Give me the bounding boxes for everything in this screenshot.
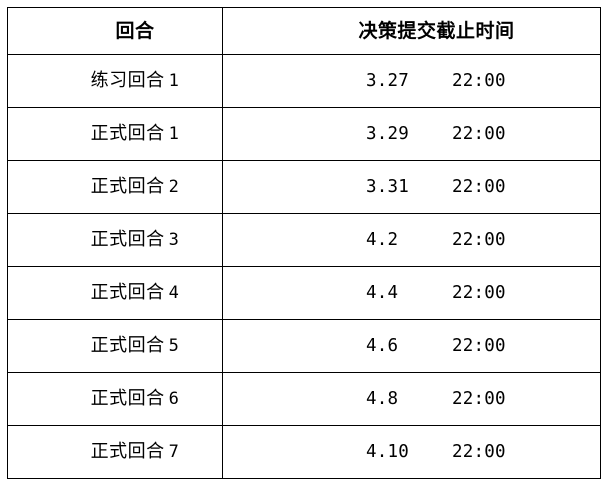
round-cell-content: 正式回合 7 [8,426,222,478]
table-row: 正式回合 6 4.8 22:00 [7,372,601,426]
deadline-cell: 4.4 22:00 [222,266,601,320]
deadline-date: 4.2 [366,229,399,250]
deadline-time: 22:00 [452,335,506,356]
column-header-round-label: 回合 [115,20,155,42]
deadline-cell: 4.10 22:00 [222,425,601,479]
round-cell: 正式回合 2 [7,160,223,214]
table-row: 正式回合 3 4.2 22:00 [7,213,601,267]
round-cell-content: 正式回合 3 [8,214,222,266]
deadline-cell-content: 3.31 22:00 [223,162,600,213]
deadline-cell-content: 4.6 22:00 [223,321,600,372]
deadline-cell: 4.6 22:00 [222,319,601,373]
round-cell-content: 正式回合 5 [8,320,222,372]
deadline-time: 22:00 [452,441,506,462]
table-header-row: 回合 决策提交截止时间 [7,7,601,55]
round-cell: 正式回合 5 [7,319,223,373]
table-body: 练习回合 1 3.27 22:00 正式回合 1 3.29 22:00 正式回合 2 [7,54,601,479]
deadline-cell: 4.8 22:00 [222,372,601,426]
round-label: 正式回合 [90,282,165,303]
deadline-cell: 3.27 22:00 [222,54,601,108]
round-cell: 正式回合 7 [7,425,223,479]
table-row: 正式回合 1 3.29 22:00 [7,107,601,161]
column-header-deadline-label: 决策提交截止时间 [358,20,515,42]
round-label: 正式回合 [90,335,165,356]
round-cell-content: 正式回合 2 [8,161,222,213]
round-label: 正式回合 [90,176,165,197]
column-header-round: 回合 [7,7,223,55]
deadline-date: 4.8 [366,388,399,409]
deadline-cell-content: 4.10 22:00 [223,427,600,478]
round-schedule-table: 回合 决策提交截止时间 练习回合 1 3.27 22:00 正式回合 1 [7,7,601,479]
deadline-date: 3.29 [366,123,409,144]
round-cell-content: 练习回合 1 [8,55,222,107]
table-row: 正式回合 5 4.6 22:00 [7,319,601,373]
deadline-cell-content: 3.29 22:00 [223,109,600,160]
round-cell-content: 正式回合 6 [8,373,222,425]
round-cell: 正式回合 4 [7,266,223,320]
column-header-deadline: 决策提交截止时间 [222,7,601,55]
round-index: 6 [168,389,180,409]
deadline-date: 4.10 [366,441,409,462]
round-index: 5 [168,336,180,356]
round-cell: 练习回合 1 [7,54,223,108]
round-cell: 正式回合 1 [7,107,223,161]
round-index: 2 [168,177,180,197]
round-index: 1 [168,71,180,91]
deadline-time: 22:00 [452,70,506,91]
round-cell-content: 正式回合 1 [8,108,222,160]
round-index: 4 [168,283,180,303]
round-cell: 正式回合 6 [7,372,223,426]
table-row: 正式回合 2 3.31 22:00 [7,160,601,214]
round-label: 正式回合 [90,123,165,144]
table-row: 正式回合 4 4.4 22:00 [7,266,601,320]
round-cell: 正式回合 3 [7,213,223,267]
round-cell-content: 正式回合 4 [8,267,222,319]
round-index: 3 [168,230,180,250]
round-label: 正式回合 [90,229,165,250]
round-label: 正式回合 [90,388,165,409]
deadline-cell-content: 3.27 22:00 [223,56,600,107]
round-index: 7 [168,442,180,462]
deadline-date: 4.6 [366,335,399,356]
deadline-cell-content: 4.4 22:00 [223,268,600,319]
deadline-time: 22:00 [452,229,506,250]
round-label: 练习回合 [90,70,165,91]
round-label: 正式回合 [90,441,165,462]
deadline-date: 3.31 [366,176,409,197]
deadline-cell-content: 4.8 22:00 [223,374,600,425]
deadline-cell: 4.2 22:00 [222,213,601,267]
deadline-date: 4.4 [366,282,399,303]
deadline-cell: 3.29 22:00 [222,107,601,161]
round-index: 1 [168,124,180,144]
table-row: 练习回合 1 3.27 22:00 [7,54,601,108]
deadline-date: 3.27 [366,70,409,91]
deadline-time: 22:00 [452,282,506,303]
deadline-cell: 3.31 22:00 [222,160,601,214]
deadline-time: 22:00 [452,388,506,409]
deadline-cell-content: 4.2 22:00 [223,215,600,266]
table-row: 正式回合 7 4.10 22:00 [7,425,601,479]
deadline-time: 22:00 [452,176,506,197]
deadline-time: 22:00 [452,123,506,144]
